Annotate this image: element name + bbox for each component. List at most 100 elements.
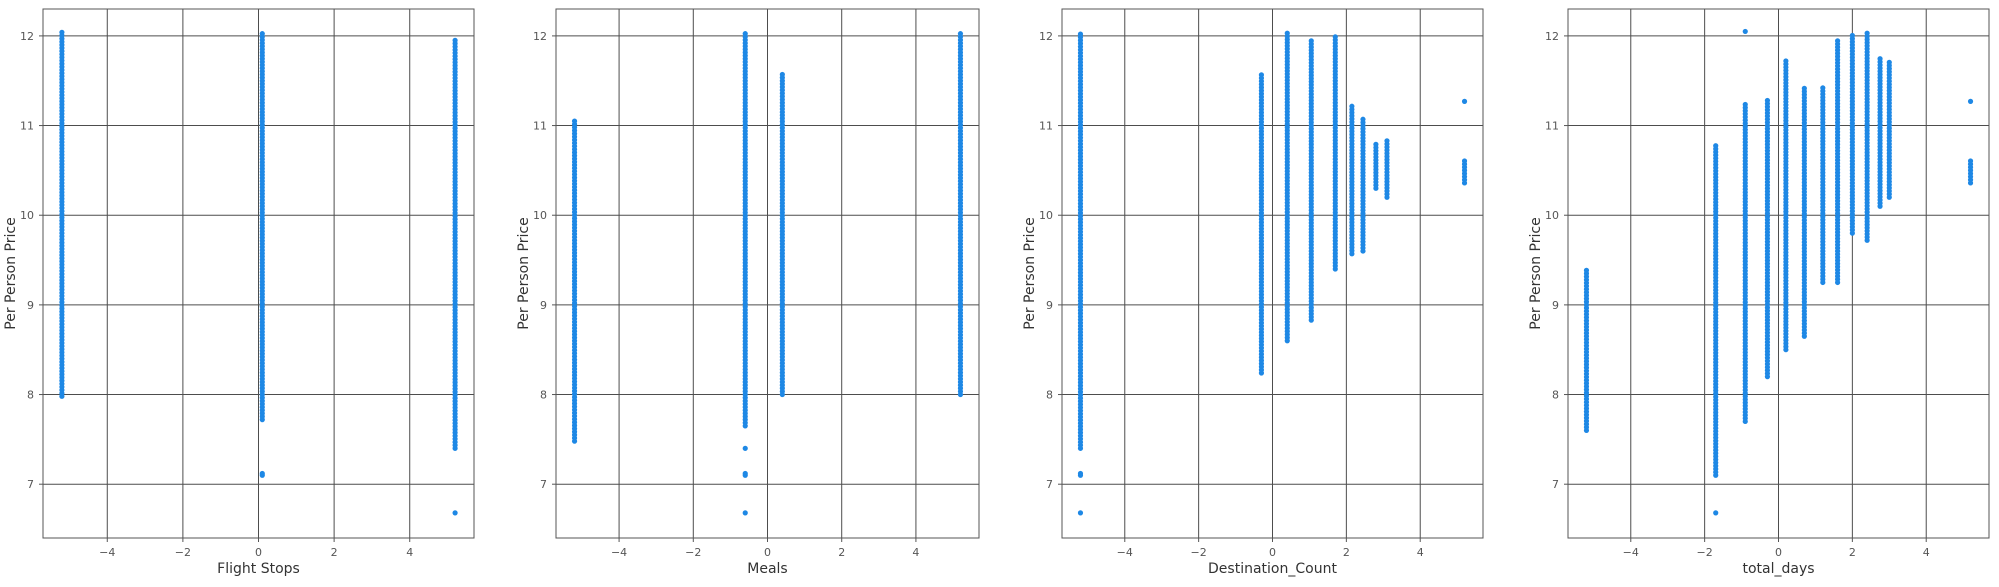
scatter-point xyxy=(452,510,458,516)
y-tick-label: 8 xyxy=(1552,389,1559,402)
y-tick-label: 8 xyxy=(540,389,547,402)
scatter-point xyxy=(1742,28,1748,35)
scatter-point xyxy=(1373,141,1379,147)
scatter-point xyxy=(1332,34,1338,40)
scatter-point xyxy=(1713,143,1719,149)
x-tick-label: −4 xyxy=(611,546,627,559)
chart-panel-2: −4 −2 0 2 4 7 8 9 10 11 12 Meals Per Person Price xyxy=(516,8,980,577)
scatter-point xyxy=(1820,85,1826,91)
y-tick-label: 10 xyxy=(533,209,547,222)
scatter-point xyxy=(1384,138,1390,144)
y-tick-label: 9 xyxy=(1552,299,1559,312)
x-tick-label: 4 xyxy=(1417,546,1424,559)
y-tick-label: 12 xyxy=(1039,30,1053,43)
scatter-point xyxy=(1764,97,1771,104)
y-tick-label: 12 xyxy=(1545,30,1559,43)
x-tick-label: 4 xyxy=(1923,546,1930,559)
x-tick-label: −4 xyxy=(1623,546,1639,559)
scatter-point xyxy=(1077,470,1084,477)
x-tick-label: 0 xyxy=(764,546,771,559)
y-tick-label: 9 xyxy=(1046,299,1053,312)
x-axis-label: Flight Stops xyxy=(217,561,300,577)
y-tick-label: 11 xyxy=(20,120,34,133)
scatter-point xyxy=(1713,510,1719,516)
x-axis-label: Meals xyxy=(747,561,787,577)
y-axis-label: Per Person Price xyxy=(3,217,19,329)
x-tick-label: 2 xyxy=(838,546,845,559)
x-axis-label: Destination_Count xyxy=(1208,561,1337,577)
data-points xyxy=(1583,28,1974,516)
scatter-point xyxy=(742,510,748,516)
y-tick-label: 10 xyxy=(1545,209,1559,222)
y-axis-label: Per Person Price xyxy=(1528,217,1544,329)
scatter-point xyxy=(1308,38,1314,44)
x-tick-label: −2 xyxy=(175,546,191,559)
scatter-point xyxy=(957,31,964,37)
scatter-point xyxy=(1349,103,1355,109)
x-tick-label: 2 xyxy=(1849,546,1856,559)
y-axis-label: Per Person Price xyxy=(1022,217,1038,329)
chart-panel-1: −4 −2 0 2 4 7 8 9 10 11 12 Flight Stops Per Person P… xyxy=(3,8,475,577)
scatter-point xyxy=(1864,30,1870,36)
data-points xyxy=(1077,30,1468,516)
scatter-point xyxy=(1849,32,1855,39)
scatter-point xyxy=(259,31,265,37)
chart-panel-4: −4 −2 0 2 4 7 8 9 10 11 12 total_days Per Person Pri… xyxy=(1528,8,1990,577)
scatter-point xyxy=(1583,267,1590,273)
scatter-point xyxy=(1461,98,1468,104)
y-tick-label: 10 xyxy=(1039,209,1053,222)
scatter-point xyxy=(742,470,748,477)
y-tick-label: 12 xyxy=(533,30,547,43)
y-tick-label: 12 xyxy=(20,30,34,43)
scatter-point xyxy=(779,71,785,78)
y-tick-label: 7 xyxy=(1552,478,1559,491)
data-points xyxy=(571,31,964,516)
scatter-point xyxy=(1834,38,1841,44)
y-tick-label: 11 xyxy=(1039,120,1053,133)
scatter-point xyxy=(1886,59,1892,65)
y-tick-label: 7 xyxy=(27,478,34,491)
scatter-point xyxy=(1967,98,1974,104)
x-tick-label: 0 xyxy=(1269,546,1276,559)
x-tick-label: −2 xyxy=(1191,546,1207,559)
x-tick-label: 0 xyxy=(255,546,262,559)
y-tick-label: 10 xyxy=(20,209,34,222)
x-tick-label: 4 xyxy=(912,546,919,559)
scatter-point xyxy=(1967,158,1974,164)
y-tick-label: 7 xyxy=(540,478,547,491)
y-axis-label: Per Person Price xyxy=(516,217,532,329)
scatter-point xyxy=(1783,58,1789,64)
scatter-point xyxy=(1258,72,1265,78)
scatter-point xyxy=(1461,158,1468,164)
x-tick-label: 2 xyxy=(1343,546,1350,559)
scatter-point xyxy=(1077,31,1084,37)
scatter-point xyxy=(1360,116,1366,122)
x-tick-label: 2 xyxy=(331,546,338,559)
y-tick-label: 8 xyxy=(27,389,34,402)
scatter-point xyxy=(452,37,458,43)
x-axis-label: total_days xyxy=(1742,561,1814,577)
scatter-point xyxy=(1801,85,1807,91)
y-tick-label: 9 xyxy=(540,299,547,312)
scatter-point xyxy=(1077,510,1084,516)
scatter-point xyxy=(59,29,65,35)
scatter-point xyxy=(742,445,748,451)
scatter-point xyxy=(259,470,265,477)
y-tick-label: 7 xyxy=(1046,478,1053,491)
x-tick-label: 0 xyxy=(1775,546,1782,559)
x-tick-label: 4 xyxy=(406,546,413,559)
chart-panel-3: −4 −2 0 2 4 7 8 9 10 11 12 Destination_Count Per Per… xyxy=(1022,8,1484,577)
scatter-point xyxy=(1284,30,1290,36)
y-tick-label: 8 xyxy=(1046,389,1053,402)
y-tick-label: 11 xyxy=(533,120,547,133)
y-tick-label: 9 xyxy=(27,299,34,312)
x-tick-label: −2 xyxy=(1697,546,1713,559)
scatter-point xyxy=(1742,101,1748,108)
x-tick-label: −2 xyxy=(685,546,701,559)
y-tick-label: 11 xyxy=(1545,120,1559,133)
x-tick-label: −4 xyxy=(99,546,115,559)
scatter-point xyxy=(1877,56,1883,62)
data-points xyxy=(59,29,458,516)
scatter-point xyxy=(571,118,578,124)
